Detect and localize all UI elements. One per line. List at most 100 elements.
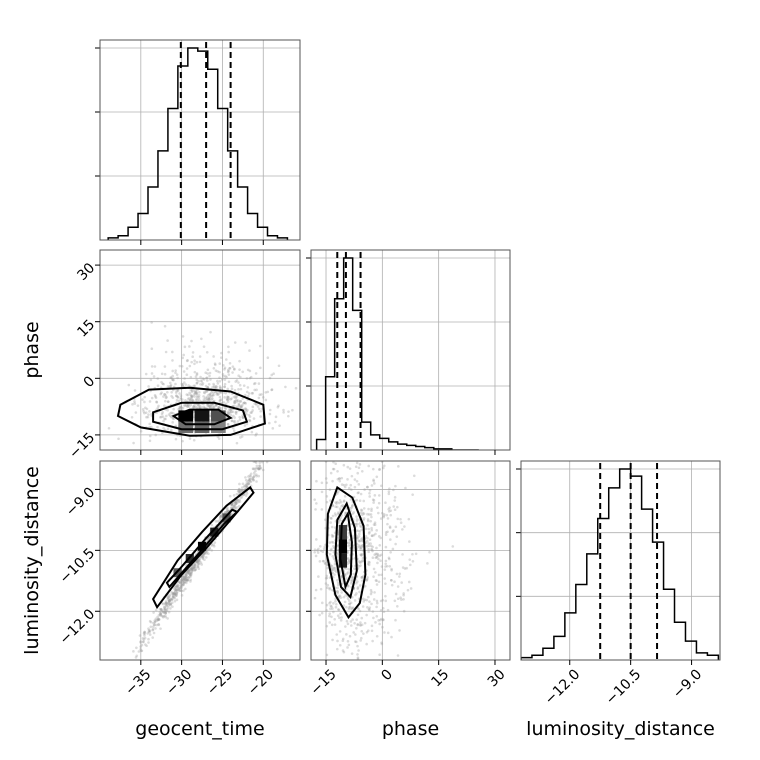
scatter-point <box>174 584 178 588</box>
scatter-point <box>393 496 397 499</box>
scatter-point <box>251 477 254 481</box>
scatter-point <box>365 544 369 548</box>
scatter-point <box>195 392 199 396</box>
scatter-point <box>356 491 360 495</box>
scatter-point <box>352 631 355 634</box>
scatter-point <box>258 461 262 464</box>
grid-lines <box>100 461 300 660</box>
scatter-point <box>210 398 213 401</box>
scatter-point <box>338 507 342 511</box>
scatter-point <box>333 567 336 570</box>
scatter-point <box>202 405 206 409</box>
scatter-point <box>186 578 190 582</box>
scatter-point <box>338 616 341 620</box>
scatter-point <box>197 395 201 399</box>
scatter-point <box>341 637 345 641</box>
scatter-point <box>133 389 137 392</box>
scatter-point <box>202 395 205 398</box>
scatter-point <box>348 467 352 470</box>
scatter-point <box>398 575 401 578</box>
scatter-point <box>268 412 272 416</box>
scatter-point <box>200 337 203 341</box>
scatter-point <box>232 420 236 424</box>
scatter-point <box>191 398 195 402</box>
scatter-point <box>402 592 405 595</box>
scatter-point <box>328 602 331 605</box>
scatter-point <box>237 399 240 403</box>
scatter-point <box>178 405 182 409</box>
scatter-point <box>346 646 349 649</box>
scatter-point <box>164 611 168 615</box>
scatter-point <box>116 669 119 672</box>
scatter-point <box>328 586 332 590</box>
scatter-point <box>236 498 240 502</box>
scatter-point <box>171 601 174 604</box>
scatter-point <box>178 364 182 368</box>
scatter-point <box>196 565 200 569</box>
scatter-point <box>344 577 348 580</box>
x-tick-label: 0 <box>378 666 396 684</box>
scatter-point <box>220 378 224 381</box>
scatter-point <box>411 552 414 556</box>
scatter-point <box>175 594 178 597</box>
scatter-point <box>182 583 185 587</box>
scatter-point <box>348 602 352 606</box>
scatter-point <box>178 406 182 410</box>
scatter-point <box>328 587 331 591</box>
scatter-point <box>377 535 381 538</box>
scatter-point <box>241 416 245 419</box>
scatter-point <box>274 420 277 424</box>
scatter-point <box>182 578 186 582</box>
scatter-point <box>350 474 354 478</box>
scatter-point <box>195 391 199 395</box>
scatter-point <box>357 565 361 568</box>
scatter-point <box>293 424 296 427</box>
scatter-point <box>170 376 173 380</box>
scatter-point <box>186 571 190 574</box>
scatter-point <box>182 581 186 584</box>
scatter-point <box>334 462 338 466</box>
scatter-point <box>160 412 164 416</box>
axes-frame <box>99 249 301 451</box>
contour-level-2 <box>152 401 249 431</box>
scatter-point <box>194 391 198 395</box>
scatter-point <box>254 372 258 375</box>
scatter-point <box>174 592 177 596</box>
scatter-point <box>238 498 241 502</box>
scatter-point <box>181 406 185 410</box>
scatter-point <box>192 393 196 396</box>
y-tick-label: −15 <box>66 430 98 462</box>
scatter-point <box>162 404 166 407</box>
scatter-point <box>237 403 241 407</box>
scatter-point <box>279 430 282 433</box>
scatter-point <box>159 608 163 611</box>
scatter-point <box>146 415 150 419</box>
scatter-point <box>365 613 368 617</box>
scatter-point <box>163 324 167 328</box>
scatter-point <box>179 581 182 585</box>
scatter-point <box>343 485 347 489</box>
scatter-point <box>366 576 369 579</box>
scatter-point <box>396 585 400 588</box>
scatter-point <box>149 625 153 629</box>
scatter-point <box>380 642 384 646</box>
scatter-point <box>182 581 185 584</box>
scatter-point <box>355 461 359 465</box>
scatter-point <box>256 466 259 470</box>
scatter-point <box>241 397 244 400</box>
scatter-point <box>331 534 335 538</box>
scatter-point <box>214 520 218 523</box>
scatter-point <box>378 467 381 471</box>
scatter-point <box>334 514 337 517</box>
scatter-point <box>346 622 350 626</box>
scatter-point <box>388 525 392 528</box>
scatter-point <box>137 650 141 653</box>
scatter-point <box>349 483 353 487</box>
scatter-point <box>145 415 148 419</box>
scatter-point <box>230 503 234 506</box>
scatter-point <box>364 527 368 531</box>
scatter-point <box>353 599 357 602</box>
scatter-point <box>190 360 193 364</box>
scatter-point <box>349 582 353 585</box>
scatter-point <box>199 561 203 564</box>
